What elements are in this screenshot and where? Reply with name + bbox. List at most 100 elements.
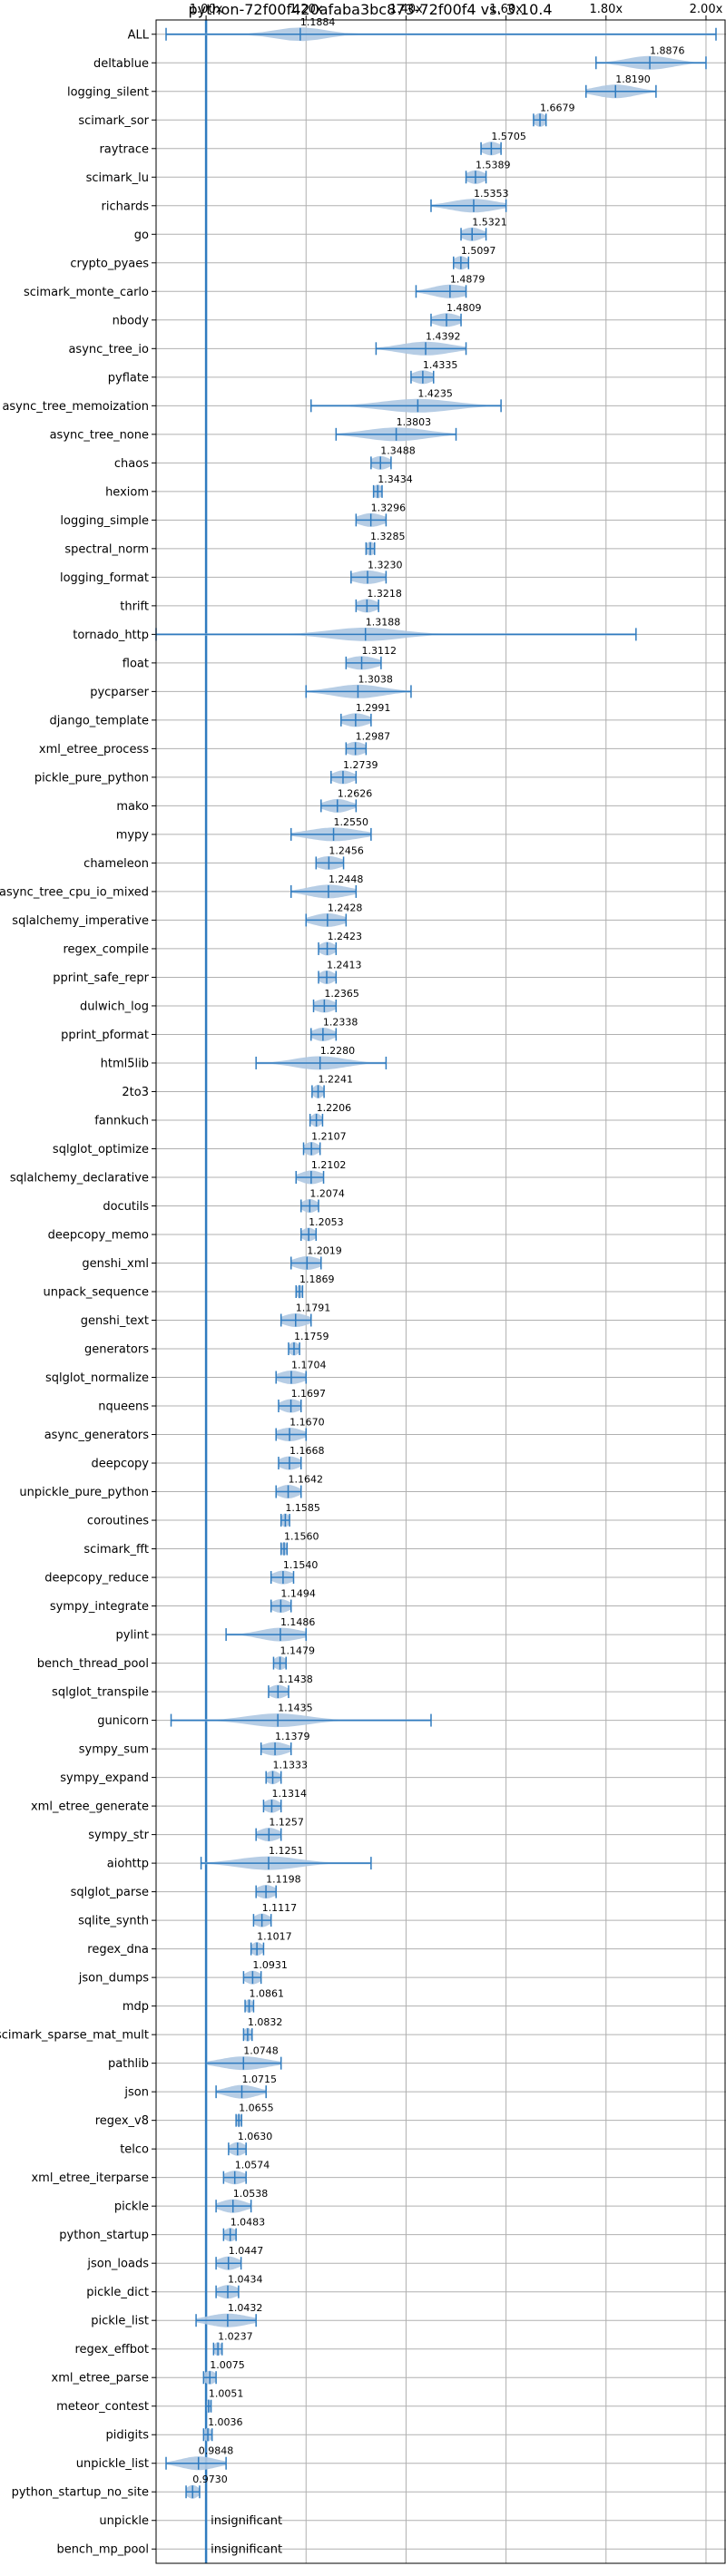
benchmark-label: pathlib (108, 2057, 149, 2071)
benchmark-label: raytrace (99, 142, 149, 156)
mean-value-label: 1.5353 (474, 188, 509, 200)
benchmark-label: generators (84, 1343, 149, 1357)
benchmark-label: gunicorn (97, 1714, 149, 1728)
mean-value-label: 1.0434 (228, 2274, 263, 2286)
benchmark-label: html5lib (101, 1057, 149, 1070)
mean-value-label: 1.0237 (218, 2331, 252, 2343)
mean-value-label: 1.3434 (378, 473, 413, 485)
x-tick-label: 1.20x (289, 3, 323, 16)
insignificant-note: insignificant (211, 2543, 282, 2557)
mean-value-label: 1.1791 (296, 1303, 331, 1314)
x-tick-label: 2.00x (690, 3, 723, 16)
benchmark-label: unpack_sequence (43, 1286, 149, 1300)
mean-value-label: 1.2991 (356, 702, 391, 714)
mean-value-label: 1.2448 (329, 873, 364, 885)
benchmark-label: json (123, 2086, 149, 2100)
benchmark-label: sqlite_synth (78, 1915, 149, 1928)
mean-value-label: 1.2206 (317, 1102, 352, 1114)
mean-value-label: 1.1704 (291, 1360, 327, 1371)
benchmark-label: sqlalchemy_declarative (10, 1171, 149, 1185)
mean-value-label: 1.0715 (241, 2073, 277, 2085)
chart-title: python-72f00f420afaba3bc873-72f00f4 vs. … (188, 1, 552, 18)
mean-value-label: 1.2428 (328, 902, 363, 913)
benchmark-label: unpickle_pure_python (19, 1486, 149, 1499)
mean-value-label: 1.0075 (210, 2359, 245, 2371)
benchmark-label: scimark_monte_carlo (24, 286, 149, 299)
mean-value-label: 1.1494 (280, 1588, 316, 1600)
mean-value-label: 1.1198 (266, 1874, 301, 1886)
benchmark-label: json_loads (86, 2258, 149, 2271)
benchmark-label: pickle_list (91, 2315, 149, 2328)
benchmark-label: thrift (120, 600, 149, 613)
benchmark-label: bench_mp_pool (56, 2543, 149, 2557)
mean-value-label: 1.0931 (252, 1959, 288, 1971)
insignificant-note: insignificant (211, 2514, 282, 2528)
benchmark-label: sympy_expand (60, 1771, 149, 1785)
mean-value-label: 1.2074 (309, 1187, 345, 1199)
mean-value-label: 1.1670 (289, 1417, 325, 1429)
benchmark-label: async_generators (44, 1429, 150, 1442)
mean-value-label: 1.1479 (280, 1645, 316, 1657)
benchmark-label: ALL (128, 28, 150, 42)
mean-value-label: 1.1759 (294, 1331, 329, 1342)
mean-value-label: 1.3803 (397, 416, 432, 428)
mean-value-label: 1.2626 (338, 787, 373, 799)
benchmark-label: logging_silent (67, 85, 149, 99)
benchmark-label: sympy_sum (79, 1743, 149, 1757)
benchmark-label: xml_etree_parse (52, 2372, 149, 2386)
benchmark-label: sqlglot_normalize (45, 1371, 149, 1385)
mean-value-label: 1.1884 (300, 16, 336, 28)
benchmark-label: pylint (115, 1629, 149, 1643)
mean-value-label: 1.1257 (269, 1817, 304, 1829)
mean-value-label: 1.2280 (320, 1045, 356, 1057)
benchmark-label: logging_format (60, 571, 149, 585)
mean-value-label: 1.1869 (299, 1273, 335, 1285)
benchmark-label: deepcopy (91, 1458, 149, 1471)
benchmark-label: scimark_fft (83, 1543, 149, 1556)
mean-value-label: 1.3218 (367, 588, 402, 600)
mean-value-label: 1.2053 (309, 1216, 344, 1228)
benchmark-label: async_tree_cpu_io_mixed (0, 885, 149, 899)
mean-value-label: 1.0447 (229, 2245, 263, 2257)
mean-value-label: 1.2102 (311, 1159, 347, 1171)
benchmark-label: sympy_str (88, 1829, 149, 1842)
mean-value-label: 1.1438 (278, 1673, 313, 1685)
mean-value-label: 1.1017 (257, 1931, 292, 1943)
benchmark-label: python_startup_no_site (12, 2486, 149, 2500)
benchmark-label: xml_etree_process (39, 743, 149, 756)
mean-value-label: 1.2019 (307, 1244, 342, 1256)
benchmark-label: deltablue (93, 57, 149, 71)
benchmark-label: nqueens (98, 1400, 149, 1414)
x-tick-label: 1.60x (489, 3, 523, 16)
mean-value-label: 1.1251 (269, 1845, 304, 1857)
benchmark-label: chaos (114, 457, 149, 471)
benchmark-label: regex_dna (87, 1943, 149, 1956)
mean-value-label: 1.0036 (208, 2416, 242, 2428)
benchmark-label: regex_v8 (95, 2114, 149, 2128)
mean-value-label: 1.2365 (324, 988, 359, 1000)
mean-value-label: 1.0748 (243, 2045, 279, 2057)
mean-value-label: 1.0630 (238, 2131, 273, 2142)
x-tick-label: 1.40x (389, 3, 423, 16)
benchmark-label: regex_effbot (74, 2343, 149, 2356)
mean-value-label: 1.1697 (291, 1388, 327, 1400)
benchmark-label: async_tree_memoization (2, 400, 149, 414)
benchmark-label: scimark_sparse_mat_mult (0, 2029, 149, 2043)
benchmark-label: deepcopy_reduce (44, 1572, 149, 1586)
mean-value-label: 1.3285 (370, 531, 406, 542)
benchmark-label: genshi_xml (82, 1257, 149, 1271)
benchmark-label: float (123, 657, 149, 670)
benchmark-label: spectral_norm (64, 542, 149, 556)
mean-value-label: 1.8190 (615, 73, 651, 85)
mean-value-label: 1.4335 (423, 359, 458, 371)
mean-value-label: 1.1486 (280, 1616, 316, 1628)
mean-value-label: 1.3296 (371, 502, 407, 513)
benchmark-label: pprint_safe_repr (53, 971, 149, 985)
benchmark-label: pyflate (108, 371, 149, 385)
mean-value-label: 1.0538 (233, 2188, 269, 2200)
benchmark-label: tornado_http (73, 629, 149, 642)
mean-value-label: 1.4235 (417, 387, 453, 399)
benchmark-label: unpickle (99, 2514, 149, 2528)
benchmark-label: dulwich_log (80, 1000, 149, 1013)
